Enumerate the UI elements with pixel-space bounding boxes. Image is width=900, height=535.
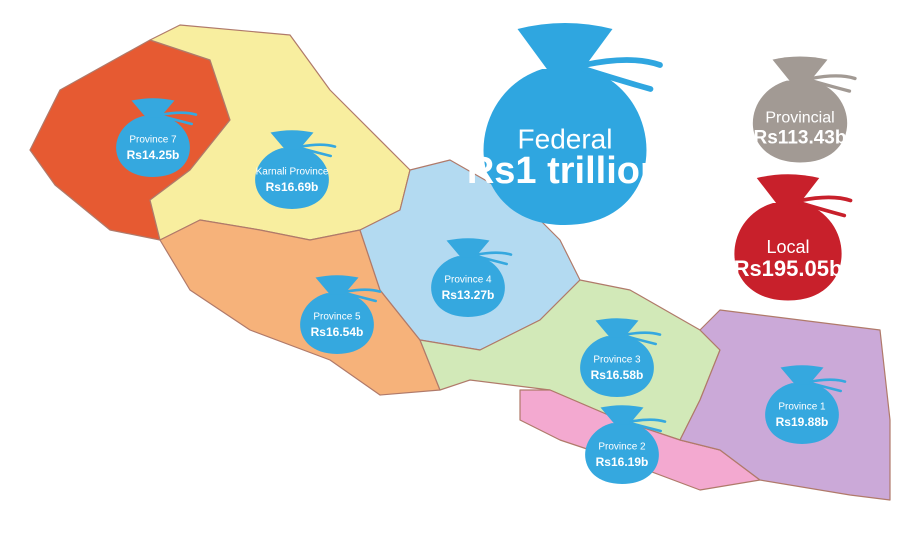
bag-top: [131, 98, 175, 118]
province-name: Province 2: [598, 442, 646, 453]
province-bag: Karnali Province Rs16.69b: [255, 130, 337, 209]
bag-string: [624, 331, 662, 346]
province-amount: Rs16.69b: [266, 180, 319, 194]
bag-string: [160, 111, 198, 126]
province-name: Province 3: [593, 355, 641, 366]
bag-body: [734, 203, 842, 301]
bag-label: Provincial: [765, 110, 834, 127]
bag-top: [315, 275, 359, 295]
province-amount: Rs16.19b: [596, 455, 649, 469]
bag-amount: Rs195.05b: [734, 256, 843, 281]
bag-body: [580, 336, 654, 397]
province-name: Province 5: [313, 312, 361, 323]
province-amount: Rs14.25b: [127, 148, 180, 162]
bag-body: [483, 69, 647, 225]
bag-amount: Rs1 trillion: [467, 150, 663, 192]
bag-string: [629, 418, 667, 433]
bag-top: [595, 318, 639, 338]
bag-label: Local: [766, 237, 809, 257]
province-amount: Rs16.58b: [591, 368, 644, 382]
province-name: Province 1: [778, 402, 826, 413]
bag-body: [431, 256, 505, 317]
bag-body: [752, 80, 848, 163]
bag-string: [475, 251, 513, 266]
province-bag: Province 4 Rs13.27b: [431, 238, 513, 317]
bag-body: [255, 148, 329, 209]
bag-body: [300, 293, 374, 354]
province-amount: Rs13.27b: [442, 288, 495, 302]
bag-string: [581, 57, 663, 92]
bag-body: [765, 383, 839, 444]
bag-string: [344, 288, 382, 303]
province-bag: Province 5 Rs16.54b: [300, 275, 382, 354]
province-name: Province 7: [129, 135, 177, 146]
bag-top: [600, 405, 644, 425]
province-bag: Province 1 Rs19.88b: [765, 365, 847, 444]
bag-body: [116, 116, 190, 177]
bag-string: [299, 143, 337, 158]
bag-top: [780, 365, 824, 385]
province-name: Karnali Province: [256, 167, 329, 178]
bag-string: [809, 74, 857, 93]
bag-top: [446, 238, 490, 258]
province-amount: Rs19.88b: [776, 415, 829, 429]
bag-body: [585, 423, 659, 484]
province-bag: Province 7 Rs14.25b: [116, 98, 198, 177]
bag-string: [809, 378, 847, 393]
bag-amount: Rs113.43b: [754, 127, 847, 148]
province-bag: Province 2 Rs16.19b: [585, 405, 667, 484]
province-name: Province 4: [444, 275, 492, 286]
bag-top: [270, 130, 314, 150]
bag-top: [517, 23, 613, 73]
bag-label: Federal: [518, 123, 613, 154]
province-bag: Province 3 Rs16.58b: [580, 318, 662, 397]
bag-string: [798, 195, 853, 218]
province-amount: Rs16.54b: [311, 325, 364, 339]
bag-top: [772, 56, 828, 83]
bag-top: [756, 174, 820, 206]
